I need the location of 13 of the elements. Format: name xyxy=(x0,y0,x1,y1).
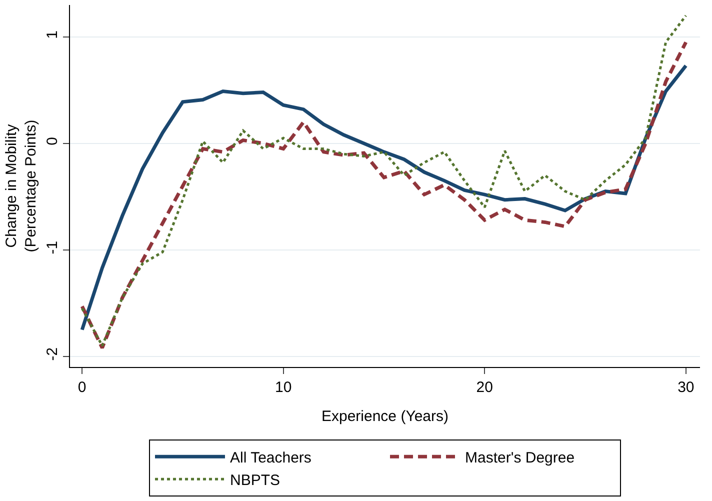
y-tick-label: -1 xyxy=(44,240,61,254)
legend-label: All Teachers xyxy=(230,450,312,466)
legend-label: NBPTS xyxy=(230,472,280,489)
y-tick-label: -2 xyxy=(44,347,61,361)
x-tick-label: 0 xyxy=(78,379,86,396)
x-tick-label: 30 xyxy=(678,379,694,396)
x-tick-label: 20 xyxy=(476,379,493,396)
x-axis-title: Experience (Years) xyxy=(321,408,449,425)
x-tick-label: 10 xyxy=(275,379,292,396)
y-tick-label: 1 xyxy=(44,30,61,39)
y-tick-label: 0 xyxy=(44,136,61,146)
legend-label: Master's Degree xyxy=(465,450,575,466)
y-axis-title: Change in Mobility (Percentage Points) xyxy=(2,120,40,252)
